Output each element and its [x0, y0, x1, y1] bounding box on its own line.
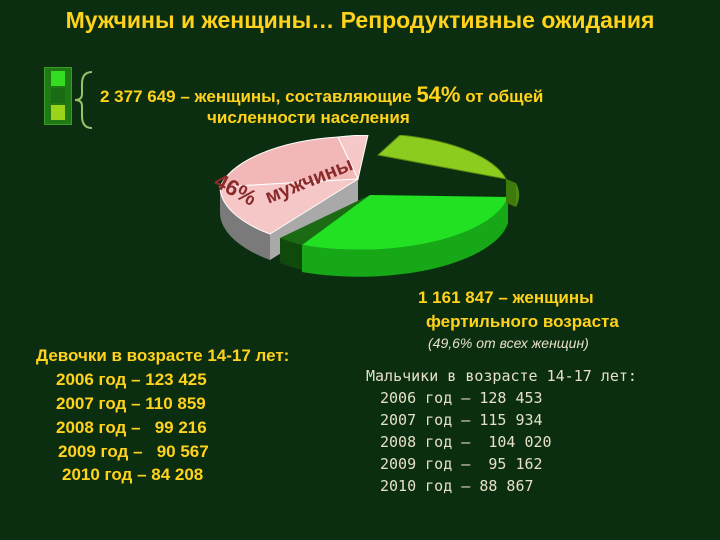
girls-row: 2009 год – 90 567 — [58, 442, 209, 461]
pie-slice-fertile — [302, 195, 508, 277]
fertile-line1: 1 161 847 – женщины — [418, 288, 594, 307]
women-total-line2: численности населения — [207, 108, 410, 127]
fertile-note: (49,6% от всех женщин) — [428, 335, 589, 351]
girls-row: 2007 год – 110 859 — [56, 394, 206, 413]
boys-row: 2010 год – 88 867 — [380, 477, 534, 495]
legend-swatch-other — [51, 88, 65, 103]
women-total-percent: 54% — [416, 82, 461, 107]
legend-swatch-fertile — [51, 71, 65, 86]
boys-row: 2008 год – 104 020 — [380, 433, 552, 451]
legend-brace — [74, 71, 93, 129]
boys-row: 2007 год – 115 934 — [380, 411, 543, 429]
boys-row: 2006 год – 128 453 — [380, 389, 543, 407]
pie-chart — [219, 135, 520, 277]
women-total-text: – женщины, составляющие — [180, 87, 412, 106]
girls-heading: Девочки в возрасте 14-17 лет: — [36, 346, 290, 365]
girls-row: 2006 год – 123 425 — [56, 370, 207, 389]
women-total-line: 2 377 649 – женщины, составляющие 54% от… — [100, 82, 543, 108]
girls-row: 2010 год – 84 208 — [62, 465, 204, 484]
page-title: Мужчины и женщины… Репродуктивные ожидан… — [65, 7, 655, 33]
fertile-line2: фертильного возраста — [426, 312, 619, 331]
legend-swatch-women — [51, 105, 65, 120]
boys-row: 2009 год – 95 162 — [380, 455, 543, 473]
women-total-text-after: от общей — [465, 87, 544, 106]
women-total-number: 2 377 649 — [100, 87, 176, 106]
pie-slice-women — [376, 135, 520, 207]
legend-swatches — [44, 67, 72, 125]
girls-row: 2008 год – 99 216 — [56, 418, 207, 437]
pie-slice-other — [280, 195, 370, 270]
boys-heading: Мальчики в возрасте 14-17 лет: — [366, 367, 637, 385]
